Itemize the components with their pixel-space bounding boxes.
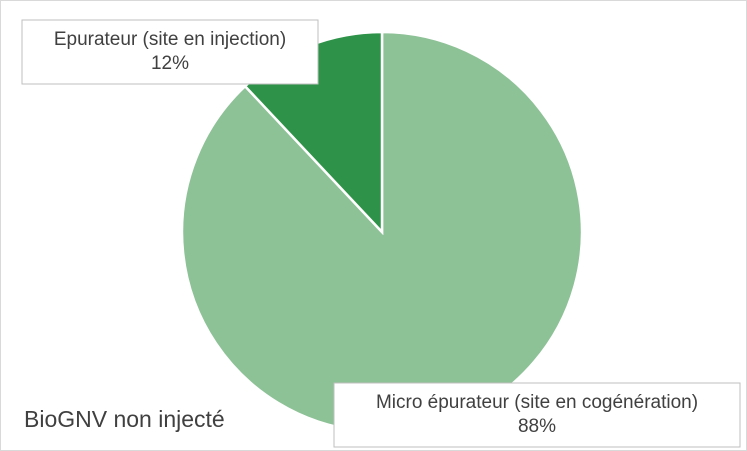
data-label-value: 88% <box>518 416 556 437</box>
chart-title: BioGNV non injecté <box>24 406 225 432</box>
pie <box>180 30 584 434</box>
data-label-box <box>333 382 741 448</box>
data-label-name: Micro épurateur (site en cogénération) <box>376 392 698 413</box>
data-label-box <box>21 19 319 85</box>
data-label-name: Epurateur (site en injection) <box>54 29 286 50</box>
data-label-value: 12% <box>151 53 189 74</box>
